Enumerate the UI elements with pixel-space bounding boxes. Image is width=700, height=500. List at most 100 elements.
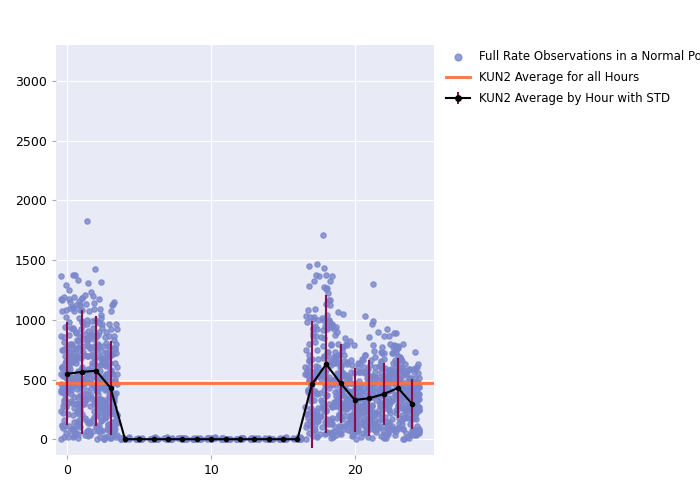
Full Rate Observations in a Normal Point	[318, 231, 329, 239]
Full Rate Observations in a Normal Point	[357, 428, 368, 436]
Full Rate Observations in a Normal Point	[312, 432, 323, 440]
Full Rate Observations in a Normal Point	[230, 434, 241, 442]
Full Rate Observations in a Normal Point	[94, 384, 106, 392]
Full Rate Observations in a Normal Point	[340, 394, 351, 402]
Full Rate Observations in a Normal Point	[148, 434, 160, 442]
Full Rate Observations in a Normal Point	[370, 363, 381, 371]
Full Rate Observations in a Normal Point	[410, 410, 421, 418]
Full Rate Observations in a Normal Point	[245, 434, 256, 442]
Full Rate Observations in a Normal Point	[404, 365, 415, 373]
Full Rate Observations in a Normal Point	[360, 424, 372, 432]
Full Rate Observations in a Normal Point	[90, 411, 101, 419]
Full Rate Observations in a Normal Point	[360, 350, 371, 358]
Full Rate Observations in a Normal Point	[76, 316, 88, 324]
Full Rate Observations in a Normal Point	[329, 426, 340, 434]
Full Rate Observations in a Normal Point	[301, 371, 312, 379]
Full Rate Observations in a Normal Point	[317, 404, 328, 411]
Full Rate Observations in a Normal Point	[376, 368, 387, 376]
Full Rate Observations in a Normal Point	[386, 366, 397, 374]
Full Rate Observations in a Normal Point	[95, 398, 106, 406]
Full Rate Observations in a Normal Point	[397, 425, 408, 433]
Full Rate Observations in a Normal Point	[405, 383, 416, 391]
Full Rate Observations in a Normal Point	[395, 366, 407, 374]
Full Rate Observations in a Normal Point	[398, 414, 409, 422]
Full Rate Observations in a Normal Point	[348, 396, 359, 404]
Full Rate Observations in a Normal Point	[366, 380, 377, 388]
Full Rate Observations in a Normal Point	[85, 394, 97, 402]
Full Rate Observations in a Normal Point	[191, 434, 202, 442]
Full Rate Observations in a Normal Point	[104, 394, 115, 402]
Full Rate Observations in a Normal Point	[402, 408, 414, 416]
Full Rate Observations in a Normal Point	[364, 406, 375, 413]
Full Rate Observations in a Normal Point	[71, 399, 83, 407]
Full Rate Observations in a Normal Point	[344, 402, 355, 410]
Full Rate Observations in a Normal Point	[102, 380, 113, 388]
Full Rate Observations in a Normal Point	[91, 374, 102, 382]
Full Rate Observations in a Normal Point	[313, 356, 324, 364]
Full Rate Observations in a Normal Point	[304, 416, 315, 424]
Full Rate Observations in a Normal Point	[188, 434, 199, 442]
Full Rate Observations in a Normal Point	[312, 404, 323, 412]
Full Rate Observations in a Normal Point	[396, 365, 407, 373]
Full Rate Observations in a Normal Point	[382, 398, 393, 406]
Full Rate Observations in a Normal Point	[235, 434, 246, 442]
Full Rate Observations in a Normal Point	[108, 422, 120, 430]
Full Rate Observations in a Normal Point	[166, 434, 177, 442]
Full Rate Observations in a Normal Point	[351, 428, 363, 436]
Full Rate Observations in a Normal Point	[363, 376, 374, 384]
Full Rate Observations in a Normal Point	[392, 400, 403, 408]
Legend: Full Rate Observations in a Normal Point, KUN2 Average for all Hours, KUN2 Avera: Full Rate Observations in a Normal Point…	[442, 45, 700, 110]
Full Rate Observations in a Normal Point	[314, 430, 326, 438]
Full Rate Observations in a Normal Point	[376, 384, 387, 392]
Full Rate Observations in a Normal Point	[97, 342, 108, 350]
Full Rate Observations in a Normal Point	[376, 348, 387, 356]
Full Rate Observations in a Normal Point	[319, 430, 330, 438]
Full Rate Observations in a Normal Point	[302, 306, 314, 314]
Full Rate Observations in a Normal Point	[326, 358, 337, 366]
Full Rate Observations in a Normal Point	[90, 387, 101, 395]
Full Rate Observations in a Normal Point	[217, 434, 228, 442]
Full Rate Observations in a Normal Point	[332, 372, 344, 380]
Full Rate Observations in a Normal Point	[370, 428, 382, 436]
Full Rate Observations in a Normal Point	[395, 383, 406, 391]
Full Rate Observations in a Normal Point	[412, 360, 423, 368]
Full Rate Observations in a Normal Point	[354, 360, 365, 368]
Full Rate Observations in a Normal Point	[66, 374, 78, 382]
Full Rate Observations in a Normal Point	[314, 272, 325, 280]
Full Rate Observations in a Normal Point	[370, 368, 381, 376]
Full Rate Observations in a Normal Point	[335, 380, 346, 388]
Full Rate Observations in a Normal Point	[64, 362, 75, 370]
Full Rate Observations in a Normal Point	[163, 435, 174, 443]
Full Rate Observations in a Normal Point	[341, 360, 352, 368]
Full Rate Observations in a Normal Point	[107, 407, 118, 415]
Full Rate Observations in a Normal Point	[60, 345, 71, 353]
Full Rate Observations in a Normal Point	[363, 419, 374, 427]
Full Rate Observations in a Normal Point	[96, 320, 107, 328]
Full Rate Observations in a Normal Point	[327, 380, 338, 388]
Full Rate Observations in a Normal Point	[344, 337, 355, 345]
Full Rate Observations in a Normal Point	[316, 375, 327, 383]
Full Rate Observations in a Normal Point	[82, 316, 93, 324]
Full Rate Observations in a Normal Point	[71, 400, 82, 408]
Full Rate Observations in a Normal Point	[92, 383, 104, 391]
Full Rate Observations in a Normal Point	[302, 318, 313, 326]
Full Rate Observations in a Normal Point	[326, 340, 337, 348]
Full Rate Observations in a Normal Point	[235, 434, 246, 442]
Full Rate Observations in a Normal Point	[328, 376, 339, 384]
Full Rate Observations in a Normal Point	[389, 356, 400, 364]
Full Rate Observations in a Normal Point	[359, 421, 370, 429]
Full Rate Observations in a Normal Point	[87, 372, 98, 380]
Full Rate Observations in a Normal Point	[409, 368, 420, 376]
Full Rate Observations in a Normal Point	[221, 435, 232, 443]
Full Rate Observations in a Normal Point	[97, 408, 108, 416]
Full Rate Observations in a Normal Point	[74, 416, 85, 424]
Full Rate Observations in a Normal Point	[381, 418, 392, 426]
Full Rate Observations in a Normal Point	[111, 410, 122, 418]
Full Rate Observations in a Normal Point	[405, 364, 416, 372]
Full Rate Observations in a Normal Point	[377, 426, 388, 434]
Full Rate Observations in a Normal Point	[397, 391, 408, 399]
Full Rate Observations in a Normal Point	[389, 368, 400, 376]
Full Rate Observations in a Normal Point	[93, 397, 104, 405]
Full Rate Observations in a Normal Point	[100, 348, 111, 356]
Full Rate Observations in a Normal Point	[67, 304, 78, 312]
